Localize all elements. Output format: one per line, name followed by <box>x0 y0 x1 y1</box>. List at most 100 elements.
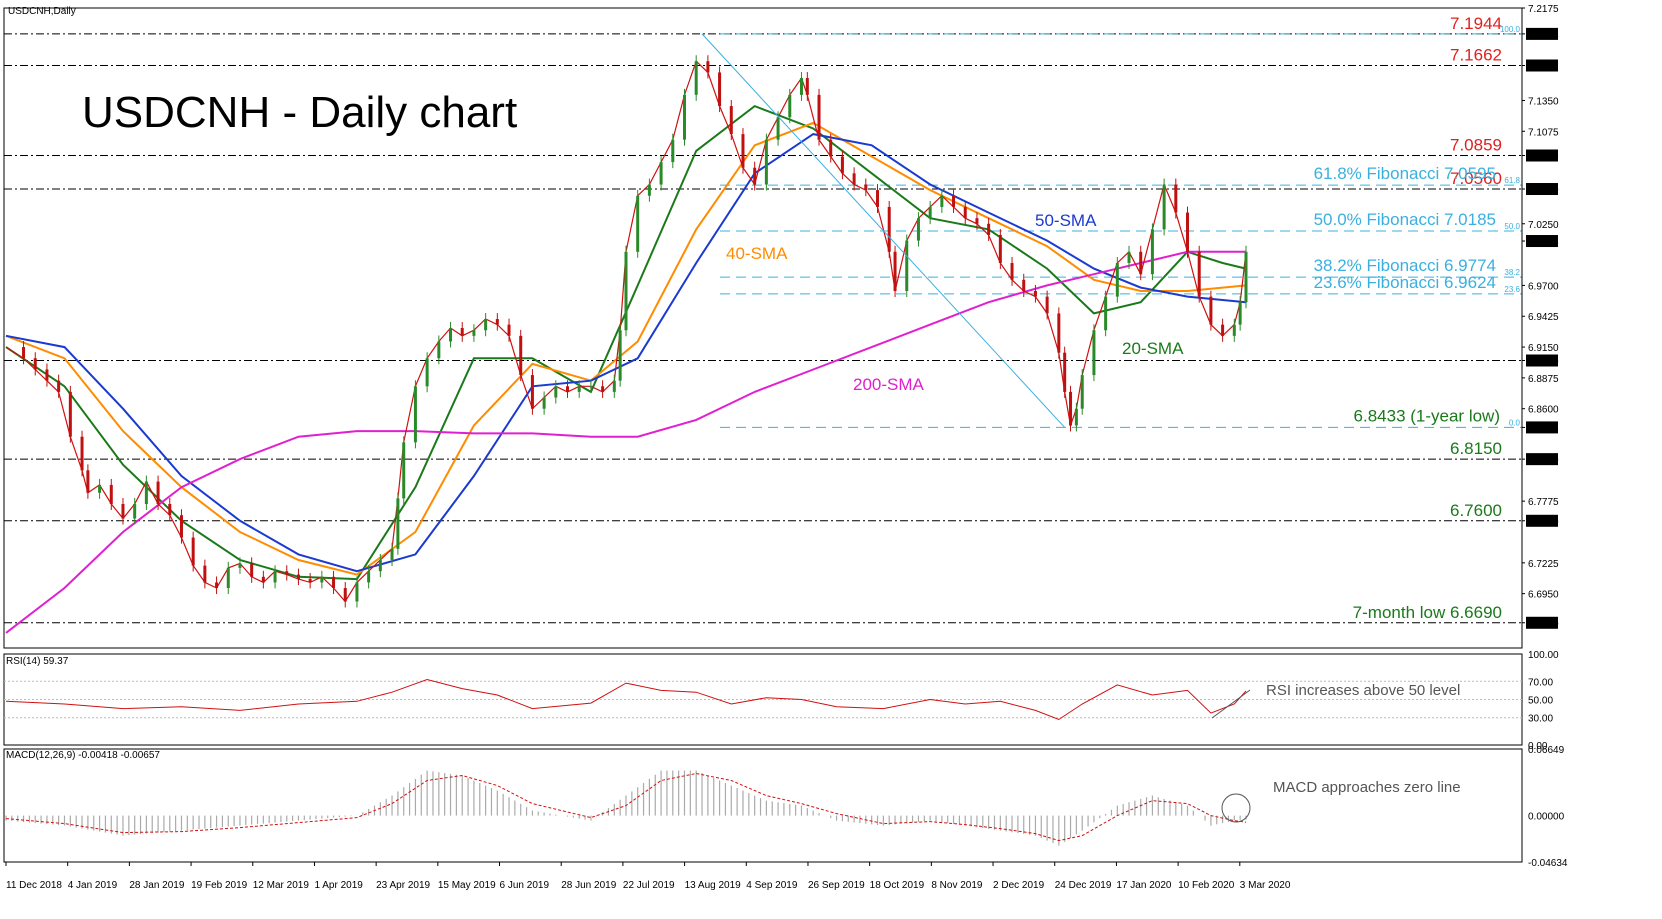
fib-pct: 50.0 <box>1504 222 1520 231</box>
candle-body <box>682 94 686 140</box>
fib-label: 23.6% Fibonacci 6.9624 <box>1314 273 1496 292</box>
price-tick-label: 7.0096 <box>1528 237 1559 248</box>
date-tick-label: 4 Jan 2019 <box>68 880 118 891</box>
fib-pct: 38.2 <box>1504 268 1520 277</box>
candle-body <box>1244 251 1248 303</box>
candle-body <box>671 139 675 163</box>
candle-body <box>45 369 49 381</box>
macd-title: MACD(12,26,9) -0.00418 -0.00657 <box>6 750 160 761</box>
date-tick-label: 15 May 2019 <box>438 880 496 891</box>
candle-body <box>659 162 663 185</box>
price-tick-label: 6.7225 <box>1528 559 1559 570</box>
ma-line-50-sma <box>5 133 1247 573</box>
macd-tick-label: 0.06649 <box>1528 745 1565 756</box>
price-tick-label: 6.9150 <box>1528 343 1559 354</box>
candle-body <box>718 72 722 107</box>
price-tick-label: 7.0859 <box>1528 152 1559 163</box>
price-tick-label: 6.7775 <box>1528 497 1559 508</box>
candle-body <box>86 470 90 493</box>
rsi-trend-line <box>1211 689 1251 719</box>
rsi-annotation: RSI increases above 50 level <box>1266 682 1460 699</box>
macd-annotation: MACD approaches zero line <box>1273 779 1461 796</box>
candle-body <box>799 78 803 95</box>
date-tick-label: 8 Nov 2019 <box>931 880 983 891</box>
candle-body <box>1232 324 1236 336</box>
candle-body <box>390 548 394 561</box>
candle-body <box>261 576 265 583</box>
rsi-tick-label: 100.00 <box>1528 650 1559 661</box>
rsi-tick-label: 30.00 <box>1528 714 1553 725</box>
candle-body <box>1057 313 1061 353</box>
candle-body <box>98 484 102 493</box>
macd-signal-line <box>5 772 1247 842</box>
price-tick-label: 6.9700 <box>1528 281 1559 292</box>
candle-body <box>694 61 698 95</box>
candle-body <box>1127 251 1131 263</box>
candle-body <box>1045 296 1049 314</box>
price-tick-label: 7.0560 <box>1528 185 1559 196</box>
candle-body <box>1080 375 1084 409</box>
candle-body <box>507 324 511 336</box>
price-tick-label: 6.6950 <box>1528 590 1559 601</box>
candle-body <box>589 386 593 388</box>
candle-body <box>343 588 347 602</box>
price-tick-label: 6.6690 <box>1528 619 1559 630</box>
date-tick-label: 6 Jun 2019 <box>500 880 550 891</box>
candle-body <box>402 442 406 499</box>
date-tick-label: 24 Dec 2019 <box>1055 880 1112 891</box>
date-tick-label: 12 Mar 2019 <box>253 880 310 891</box>
candle-body <box>320 576 324 583</box>
candle-body <box>1104 296 1108 331</box>
candle-body <box>519 335 523 376</box>
candle-body <box>355 582 359 602</box>
candle-body <box>1069 391 1073 426</box>
candle-body <box>378 560 382 572</box>
candle-body <box>109 484 113 504</box>
candle-body <box>940 195 944 207</box>
candle-body <box>905 240 909 292</box>
price-tick-label: 6.9425 <box>1528 312 1559 323</box>
level-label: 7.0859 <box>1450 136 1502 155</box>
price-tick-label: 7.1662 <box>1528 61 1559 72</box>
price-tick-label: 6.8600 <box>1528 405 1559 416</box>
macd-tick-label: 0.00000 <box>1528 812 1565 823</box>
candle-body <box>963 206 967 219</box>
date-tick-label: 17 Jan 2020 <box>1116 880 1171 891</box>
candle-body <box>829 139 833 157</box>
date-tick-label: 28 Jun 2019 <box>561 880 616 891</box>
fib-pct: 61.8 <box>1504 176 1520 185</box>
candle-body <box>57 380 61 392</box>
price-tick-highlight <box>1526 27 1558 40</box>
price-tick-highlight <box>1526 514 1558 527</box>
candle-body <box>1063 352 1067 392</box>
candle-body <box>367 571 371 583</box>
candle-body <box>612 380 616 392</box>
candle-body <box>1162 184 1166 230</box>
date-tick-label: 10 Feb 2020 <box>1178 880 1235 891</box>
level-label: 7-month low 6.6690 <box>1353 603 1502 622</box>
candle-body <box>840 156 844 174</box>
candle-body <box>647 184 651 196</box>
candle-body <box>191 537 195 566</box>
candle-body <box>1197 251 1201 297</box>
price-tick-highlight <box>1526 421 1558 434</box>
rsi-title: RSI(14) 59.37 <box>6 656 69 667</box>
candle-body <box>1022 279 1026 292</box>
ma-label: 200-SMA <box>853 375 925 394</box>
date-tick-label: 2 Dec 2019 <box>993 880 1045 891</box>
candle-body <box>952 195 956 207</box>
date-tick-label: 13 Aug 2019 <box>685 880 742 891</box>
rsi-line <box>5 678 1247 721</box>
candle-body <box>1092 330 1096 376</box>
candle-body <box>156 481 160 504</box>
candle-body <box>250 563 254 577</box>
price-tick-label: 7.0250 <box>1528 220 1559 231</box>
candle-body <box>1033 291 1037 297</box>
candle-body <box>805 78 809 95</box>
candle-body <box>729 106 733 135</box>
candle-body <box>893 251 897 292</box>
candle-body <box>624 251 628 331</box>
date-tick-label: 22 Jul 2019 <box>623 880 675 891</box>
macd-circle <box>1221 793 1251 823</box>
